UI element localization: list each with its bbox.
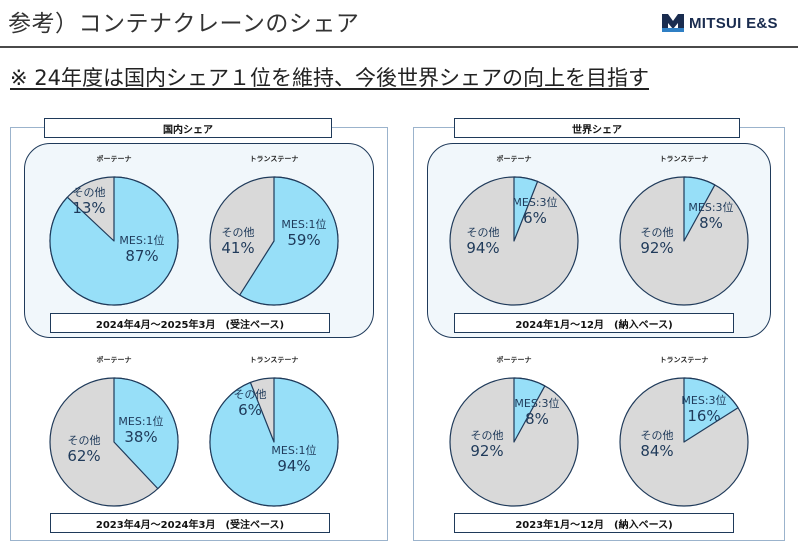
world-portainer-2024-chart: ポーテーナ MES:3位 6% その他 94% bbox=[447, 154, 581, 314]
other-slice-label: その他 62% bbox=[67, 434, 101, 465]
mes-value-label: 16% bbox=[687, 406, 721, 425]
mes-series-name: MES:3位 bbox=[688, 201, 734, 215]
other-series-name: その他 bbox=[640, 429, 674, 443]
other-slice-label: その他 92% bbox=[640, 226, 674, 257]
domestic-transtainer-2023-chart: トランステーナ MES:1位 94% その他 6% bbox=[207, 355, 341, 515]
company-logo: MITSUI E&S bbox=[662, 11, 778, 35]
mes-series-name: MES:3位 bbox=[514, 397, 560, 411]
pie-slice-mes bbox=[683, 176, 716, 242]
other-series-name: その他 bbox=[221, 226, 255, 240]
page-subtitle: ※ 24年度は国内シェア１位を維持、今後世界シェアの向上を目指す bbox=[10, 66, 649, 90]
other-series-name: その他 bbox=[466, 226, 500, 240]
mitsui-logo-icon bbox=[662, 14, 684, 32]
chart-title: ポーテーナ bbox=[496, 155, 532, 163]
world-period-top: 2024年1月～12月 (納入ベース) bbox=[454, 313, 734, 333]
other-value-label: 13% bbox=[72, 198, 106, 217]
domestic-period-top: 2024年4月～2025年3月 (受注ベース) bbox=[50, 313, 330, 333]
other-value-label: 94% bbox=[466, 238, 500, 257]
chart-title: ポーテーナ bbox=[96, 356, 132, 364]
pie-slice-mes bbox=[513, 377, 546, 443]
mes-series-name: MES:1位 bbox=[119, 234, 165, 248]
pie-slice-mes bbox=[209, 377, 339, 507]
chart-title: トランステーナ bbox=[249, 155, 299, 163]
mes-value-label: 6% bbox=[523, 208, 547, 227]
chart-title: トランステーナ bbox=[249, 356, 299, 364]
world-transtainer-2023-chart: トランステーナ MES:3位 16% その他 84% bbox=[617, 355, 751, 515]
pie-slice-mes bbox=[513, 176, 539, 242]
mes-value-label: 38% bbox=[124, 427, 158, 446]
mes-series-name: MES:3位 bbox=[681, 394, 727, 408]
mes-slice-label: MES:3位 8% bbox=[688, 201, 734, 232]
other-slice-label: その他 13% bbox=[72, 186, 106, 217]
mes-value-label: 8% bbox=[699, 213, 723, 232]
other-slice-label: その他 84% bbox=[640, 429, 674, 460]
world-period-bottom: 2023年1月～12月 (納入ベース) bbox=[454, 513, 734, 533]
mes-slice-label: MES:3位 6% bbox=[512, 196, 558, 227]
mes-series-name: MES:1位 bbox=[118, 415, 164, 429]
page-title: 参考）コンテナクレーンのシェア bbox=[8, 11, 360, 37]
mes-series-name: MES:3位 bbox=[512, 196, 558, 210]
other-value-label: 92% bbox=[640, 238, 674, 257]
logo-text: MITSUI E&S bbox=[689, 14, 778, 32]
mes-slice-label: MES:3位 8% bbox=[514, 397, 560, 428]
other-value-label: 62% bbox=[67, 446, 101, 465]
other-value-label: 6% bbox=[238, 400, 262, 419]
other-series-name: その他 bbox=[470, 429, 504, 443]
other-value-label: 92% bbox=[470, 441, 504, 460]
mes-value-label: 87% bbox=[125, 246, 159, 265]
chart-title: ポーテーナ bbox=[96, 155, 132, 163]
pie-slice-mes bbox=[683, 377, 739, 443]
other-value-label: 84% bbox=[640, 441, 674, 460]
other-series-name: その他 bbox=[72, 186, 106, 200]
mes-series-name: MES:1位 bbox=[281, 218, 327, 232]
mes-slice-label: MES:1位 59% bbox=[281, 218, 327, 249]
chart-title: トランステーナ bbox=[659, 155, 709, 163]
pie-slice-mes bbox=[239, 176, 339, 306]
mes-slice-label: MES:1位 87% bbox=[119, 234, 165, 265]
pie-slice-mes bbox=[113, 377, 179, 490]
mes-value-label: 59% bbox=[287, 230, 321, 249]
mes-series-name: MES:1位 bbox=[271, 444, 317, 458]
domestic-transtainer-2024-chart: トランステーナ MES:1位 59% その他 41% bbox=[207, 154, 341, 314]
mes-value-label: 8% bbox=[525, 409, 549, 428]
chart-title: トランステーナ bbox=[659, 356, 709, 364]
chart-title: ポーテーナ bbox=[496, 356, 532, 364]
world-transtainer-2024-chart: トランステーナ MES:3位 8% その他 92% bbox=[617, 154, 751, 314]
world-share-title: 世界シェア bbox=[454, 118, 740, 138]
other-slice-label: その他 92% bbox=[470, 429, 504, 460]
domestic-portainer-2024-chart: ポーテーナ MES:1位 87% その他 13% bbox=[47, 154, 181, 314]
mes-slice-label: MES:1位 38% bbox=[118, 415, 164, 446]
mes-value-label: 94% bbox=[277, 456, 311, 475]
domestic-portainer-2023-chart: ポーテーナ MES:1位 38% その他 62% bbox=[47, 355, 181, 515]
mes-slice-label: MES:1位 94% bbox=[271, 444, 317, 475]
other-slice-label: その他 6% bbox=[233, 388, 267, 419]
pie-slice-mes bbox=[49, 176, 179, 306]
other-series-name: その他 bbox=[67, 434, 101, 448]
other-value-label: 41% bbox=[221, 238, 255, 257]
other-series-name: その他 bbox=[233, 388, 267, 402]
domestic-share-title: 国内シェア bbox=[44, 118, 332, 138]
other-series-name: その他 bbox=[640, 226, 674, 240]
other-slice-label: その他 94% bbox=[466, 226, 500, 257]
header-divider bbox=[0, 46, 798, 48]
domestic-period-bottom: 2023年4月～2024年3月 (受注ベース) bbox=[50, 513, 330, 533]
mes-slice-label: MES:3位 16% bbox=[681, 394, 727, 425]
other-slice-label: その他 41% bbox=[221, 226, 255, 257]
world-portainer-2023-chart: ポーテーナ MES:3位 8% その他 92% bbox=[447, 355, 581, 515]
